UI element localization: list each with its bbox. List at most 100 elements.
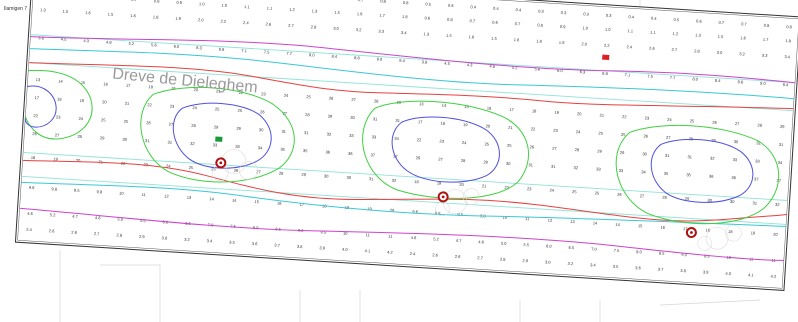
grid-value: 25 <box>211 166 217 171</box>
grid-value: 0.8 <box>786 24 793 29</box>
grid-value: 2.7 <box>94 231 101 236</box>
grid-value: 33 <box>619 168 625 173</box>
grid-value: 3.8 <box>38 35 45 40</box>
grid-value: 26 <box>329 96 335 101</box>
grid-value: 18 <box>532 108 538 113</box>
grid-value: 28 <box>575 147 581 152</box>
grid-value: 3.6 <box>635 265 642 270</box>
grid-value: 3.2 <box>356 27 363 32</box>
sheet-tab[interactable]: Ilamigen 7 <box>4 6 28 12</box>
grid-value: 14 <box>615 222 621 227</box>
grid-value: 26 <box>530 144 536 149</box>
grid-value: 4.5 <box>444 61 451 66</box>
grid-value: 2.4 <box>626 44 633 49</box>
grid-value: 0.6 <box>696 18 703 23</box>
grid-value: 1.6 <box>514 37 521 42</box>
grid-value: 4.5 <box>61 37 68 42</box>
grid-value: 21 <box>125 101 131 106</box>
grid-value: 1.1 <box>244 4 251 9</box>
illuminance-value-grid: 0.5 0.6 0.4 0.4 0.4 0.3 0.3 0.3 0.3 0.4 0.4 0.5 0.6 0… <box>26 0 793 279</box>
grid-value: 4.8 <box>106 39 113 44</box>
grid-value: 1.8 <box>785 38 792 43</box>
grid-value: 2.0 <box>581 41 588 46</box>
grid-value: 4.8 <box>489 64 496 69</box>
grid-value: 28 <box>662 195 668 200</box>
grid-value: 19 <box>367 206 373 211</box>
grid-value: 4.2 <box>770 274 777 279</box>
grid-value: 24 <box>462 140 468 145</box>
grid-value: 36 <box>709 174 715 179</box>
grid-value: 20 <box>577 111 583 116</box>
red-marker[interactable] <box>602 54 610 61</box>
grid-value: 0.4 <box>470 4 477 9</box>
grid-value: 8.0 <box>253 225 260 230</box>
grid-value: 7.1 <box>625 72 632 77</box>
grid-value: 25 <box>484 141 490 146</box>
grid-value: 26 <box>260 109 266 114</box>
grid-value: 31 <box>687 154 693 159</box>
grid-value: 8.5 <box>275 226 282 231</box>
grid-value: 29 <box>100 135 106 140</box>
contour-magenta-lower <box>19 207 784 261</box>
grid-value: 34 <box>778 160 784 165</box>
grid-value: 6.8 <box>602 71 609 76</box>
grid-value: 12 <box>164 193 170 198</box>
grid-value: 4.1 <box>748 272 755 277</box>
grid-value: 2.6 <box>71 230 78 235</box>
grid-value: 5.2 <box>128 41 135 46</box>
grid-value: 5.0 <box>501 241 508 246</box>
grid-value: 3.0 <box>161 235 168 240</box>
grid-value: 0.5 <box>425 1 432 6</box>
grid-value: 25 <box>189 165 195 170</box>
grid-value: 29 <box>597 148 603 153</box>
grid-value: 25 <box>306 94 312 99</box>
grid-value: 27 <box>552 146 558 151</box>
grid-value: 28 <box>757 122 763 127</box>
grid-value: 10 <box>502 215 508 220</box>
grid-value: 20 <box>390 208 396 213</box>
grid-value: 30 <box>707 197 713 202</box>
drawing-frame-inner <box>17 0 798 289</box>
grid-value: 17 <box>509 107 515 112</box>
grid-value: 3.0 <box>333 26 340 31</box>
grid-value: 18 <box>57 96 63 101</box>
grid-value: 29 <box>780 124 786 129</box>
grid-value: 2.4 <box>410 251 417 256</box>
grid-value: 1.6 <box>468 34 475 39</box>
grid-value: 15 <box>464 104 470 109</box>
grid-value: 0.7 <box>131 0 138 2</box>
grid-value: 1.6 <box>740 35 747 40</box>
contour-cyan-upper <box>29 48 795 100</box>
grid-value: 26 <box>234 168 240 173</box>
grid-value: 16 <box>660 225 666 230</box>
grid-value: 23 <box>527 186 533 191</box>
grid-value: 4.3 <box>83 38 90 43</box>
grid-value: 19 <box>53 156 59 161</box>
grid-value: 1.3 <box>312 8 319 13</box>
grid-value: 29 <box>711 138 717 143</box>
grid-value: 29 <box>301 172 307 177</box>
green-marker[interactable] <box>215 136 223 142</box>
grid-value: 11 <box>388 233 393 238</box>
grid-value: 7.1 <box>241 48 248 53</box>
grid-value: 31 <box>167 139 173 144</box>
grid-value: 0.8 <box>447 17 454 22</box>
grid-value: 22 <box>33 113 39 118</box>
grid-value: 6.3 <box>196 45 203 50</box>
grid-value: 30 <box>122 137 128 142</box>
contour-red-lower <box>22 159 787 222</box>
grid-value: 4.1 <box>364 248 371 253</box>
grid-value: 3.2 <box>184 237 191 242</box>
grid-value: 1.2 <box>673 31 680 36</box>
grid-value: 22 <box>531 126 537 131</box>
grid-value: 30 <box>346 175 352 180</box>
grid-value: 14 <box>58 78 64 83</box>
grid-value: 18 <box>728 229 734 234</box>
grid-value: 19 <box>171 86 177 91</box>
grid-value: 31 <box>756 140 762 145</box>
grid-value: 7.5 <box>264 49 271 54</box>
grid-value: 26 <box>617 192 623 197</box>
grid-value: 3.5 <box>613 264 620 269</box>
grid-value: 11 <box>525 216 530 221</box>
grid-value: 21 <box>482 183 488 188</box>
